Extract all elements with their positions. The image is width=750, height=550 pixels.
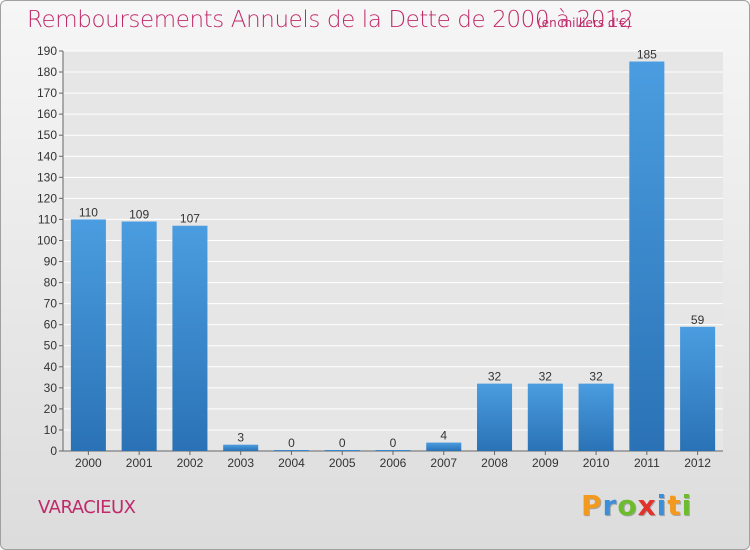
x-tick-label: 2004	[278, 456, 305, 470]
y-tick-label: 80	[44, 276, 58, 290]
chart-title: Remboursements Annuels de la Dette de 20…	[27, 7, 634, 33]
data-label: 0	[390, 436, 397, 450]
bar	[629, 61, 665, 452]
bar	[680, 326, 716, 451]
y-tick-label: 180	[37, 65, 57, 79]
proxiti-logo: Proxiti	[581, 489, 692, 522]
x-tick-label: 2000	[75, 456, 102, 470]
x-tick-label: 2003	[227, 456, 254, 470]
x-tick-label: 2009	[532, 456, 559, 470]
y-tick-label: 140	[37, 149, 57, 163]
bar	[527, 383, 563, 451]
data-label: 110	[79, 205, 98, 219]
y-tick-label: 160	[37, 107, 57, 121]
bar	[121, 221, 157, 451]
bar	[70, 219, 106, 451]
bar	[273, 450, 309, 451]
x-tick-label: 2010	[583, 456, 610, 470]
data-label: 107	[180, 212, 200, 226]
logo-letter: o	[617, 489, 638, 522]
x-tick-label: 2012	[684, 456, 711, 470]
bar	[223, 444, 259, 451]
y-tick-label: 130	[37, 170, 57, 184]
logo-letter: r	[602, 489, 618, 522]
logo-letter: x	[637, 489, 657, 522]
y-tick-label: 50	[44, 339, 58, 353]
bar	[426, 442, 462, 451]
y-tick-label: 20	[44, 402, 58, 416]
y-tick-label: 170	[37, 86, 57, 100]
data-label: 185	[637, 48, 657, 62]
logo-letter: P	[581, 489, 603, 522]
place-name: VARACIEUX	[38, 497, 136, 518]
y-tick-label: 40	[44, 360, 58, 374]
data-label: 32	[589, 370, 603, 384]
bar	[172, 225, 208, 451]
chart-subtitle: (en milliers d'€)	[537, 16, 632, 30]
y-tick-label: 190	[37, 44, 57, 58]
y-tick-label: 30	[44, 381, 58, 395]
y-tick-label: 0	[50, 444, 57, 458]
x-tick-label: 2007	[430, 456, 457, 470]
data-label: 32	[488, 370, 502, 384]
bar	[477, 383, 513, 451]
y-tick-label: 60	[44, 318, 58, 332]
y-tick-label: 70	[44, 297, 58, 311]
y-tick-label: 100	[37, 233, 57, 247]
data-label: 3	[237, 431, 244, 445]
y-tick-label: 10	[44, 423, 58, 437]
data-label: 59	[691, 313, 705, 327]
data-label: 109	[129, 208, 149, 222]
y-tick-label: 150	[37, 128, 57, 142]
plot-area	[63, 51, 723, 451]
logo-letter: i	[656, 489, 668, 522]
data-label: 0	[339, 436, 346, 450]
x-tick-label: 2008	[481, 456, 508, 470]
bar	[324, 450, 360, 451]
data-label: 4	[440, 429, 447, 443]
y-tick-label: 110	[38, 212, 57, 226]
logo-letter: t	[667, 489, 682, 522]
x-tick-label: 2011	[634, 456, 660, 470]
x-tick-label: 2005	[329, 456, 356, 470]
bar	[375, 450, 411, 451]
logo-letter: i	[681, 489, 693, 522]
x-tick-label: 2001	[126, 456, 153, 470]
x-tick-label: 2002	[177, 456, 204, 470]
data-label: 0	[288, 436, 295, 450]
x-tick-label: 2006	[380, 456, 407, 470]
data-label: 32	[539, 370, 553, 384]
y-tick-label: 120	[37, 191, 57, 205]
bar	[578, 383, 614, 451]
y-tick-label: 90	[44, 255, 58, 269]
